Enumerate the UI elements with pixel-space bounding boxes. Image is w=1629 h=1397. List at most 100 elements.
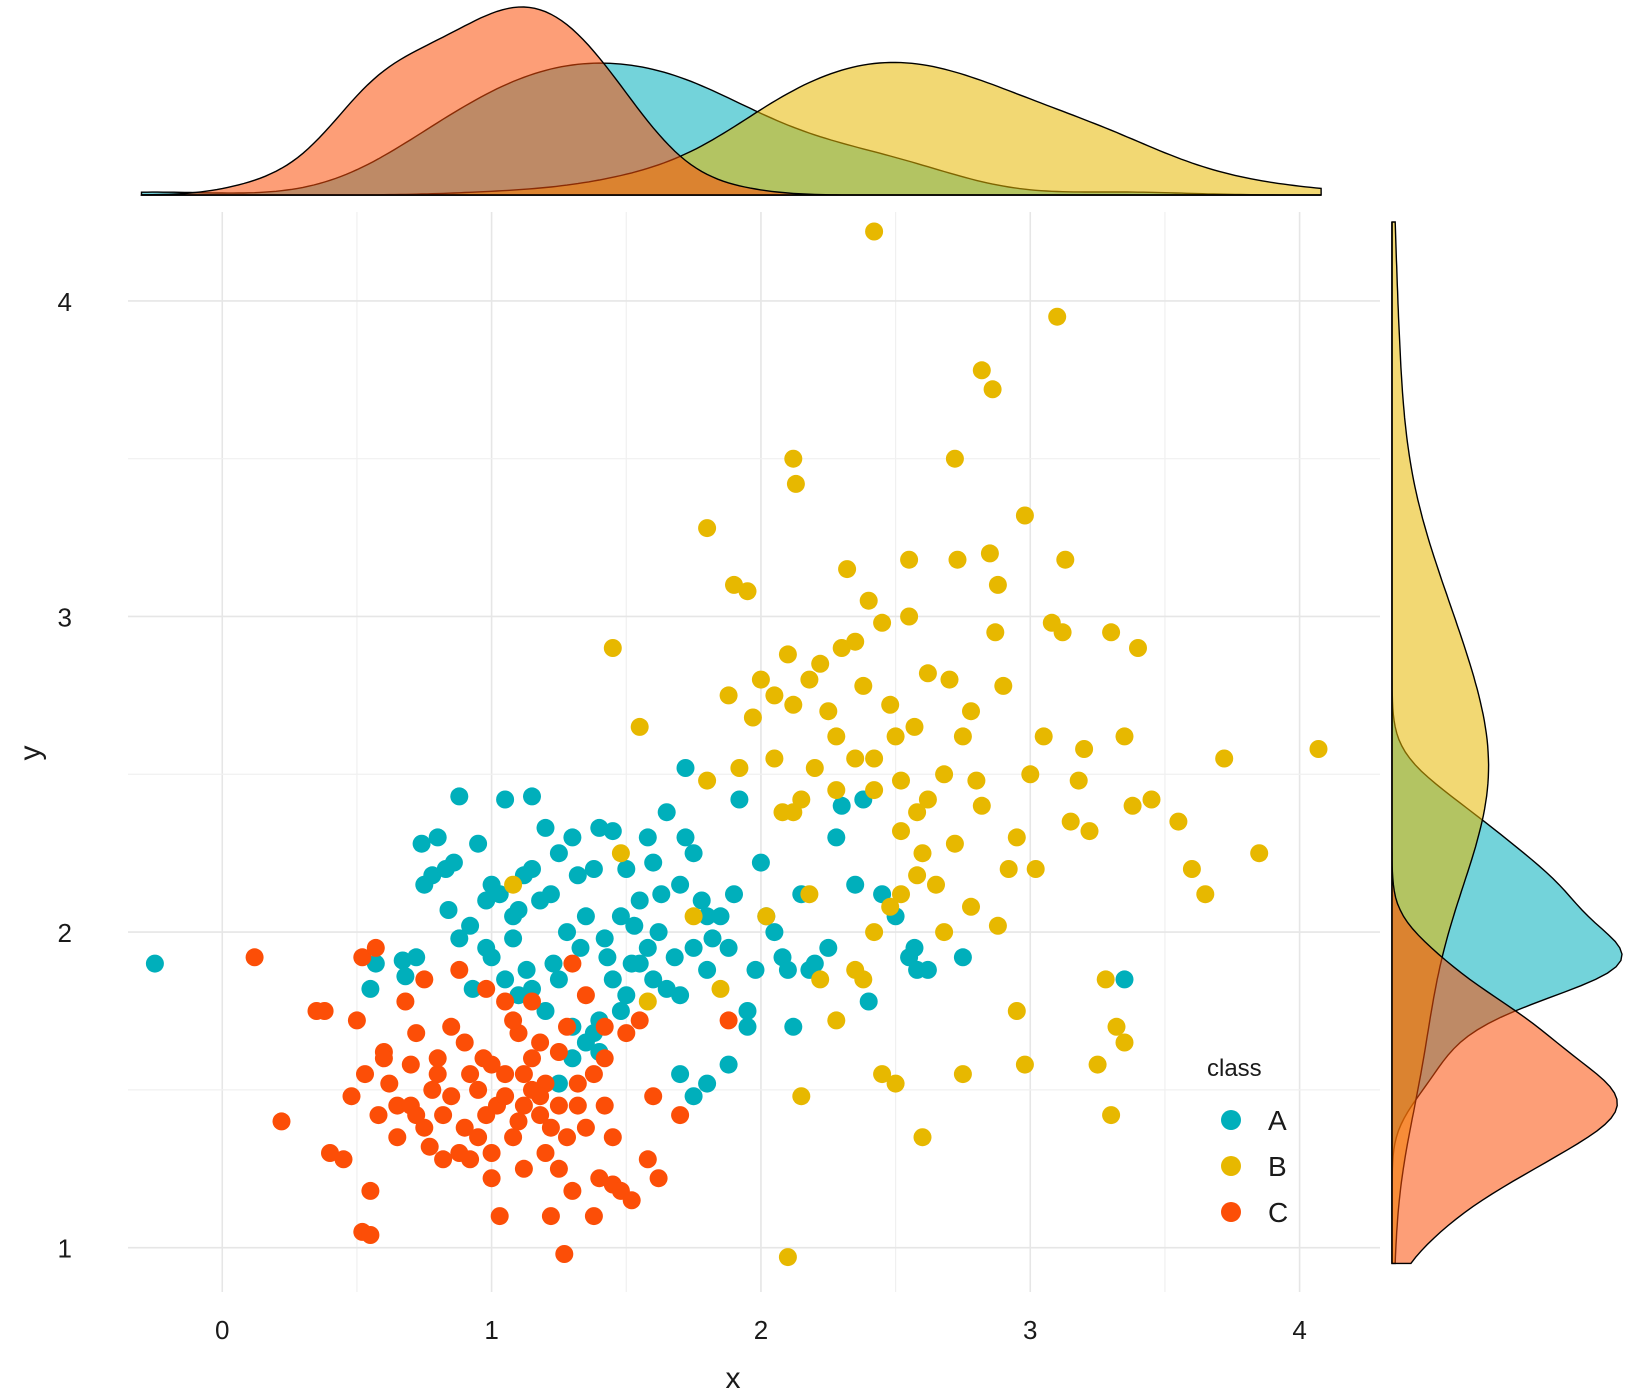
point-B (881, 695, 900, 714)
point-B (838, 560, 857, 579)
point-B (819, 702, 838, 721)
point-C (272, 1112, 291, 1131)
point-C (482, 1169, 501, 1188)
point-B (1069, 771, 1088, 790)
point-C (428, 1049, 447, 1068)
point-B (1080, 822, 1099, 841)
top-density-C (140, 6, 1322, 196)
y-axis-ticks: 1 2 3 4 (58, 287, 72, 1264)
point-A (517, 960, 536, 979)
point-A (738, 1002, 757, 1020)
legend-key-A (1221, 1110, 1241, 1130)
point-B (827, 727, 846, 746)
point-C (361, 1181, 380, 1200)
point-B (751, 670, 770, 689)
point-C (245, 948, 264, 967)
point-C (595, 1049, 614, 1068)
point-A (905, 938, 924, 957)
point-A (827, 828, 846, 847)
point-A (630, 954, 649, 973)
legend-title: class (1207, 1055, 1262, 1082)
point-A (549, 970, 568, 989)
point-C (576, 986, 595, 1005)
point-C (584, 1065, 603, 1084)
point-A (496, 970, 515, 989)
point-A (684, 1087, 703, 1106)
point-A (549, 844, 568, 863)
point-B (786, 474, 805, 493)
point-C (541, 1207, 560, 1226)
point-A (671, 1065, 690, 1084)
point-B (1102, 1106, 1121, 1125)
x-tick-label: 4 (1292, 1315, 1306, 1345)
point-C (407, 1106, 426, 1125)
point-B (719, 686, 738, 705)
point-C (603, 1128, 622, 1147)
point-B (757, 907, 776, 926)
point-A (439, 901, 458, 919)
point-C (366, 938, 385, 957)
legend-label-C: C (1268, 1197, 1288, 1228)
point-A (630, 891, 649, 910)
point-B (1021, 765, 1040, 784)
x-axis-title: x (726, 1362, 741, 1395)
point-B (1182, 860, 1201, 878)
point-B (854, 676, 873, 695)
point-C (671, 1106, 690, 1125)
point-C (549, 1159, 568, 1178)
point-B (738, 582, 757, 601)
point-B (698, 771, 717, 790)
right-marginal-density (1391, 221, 1623, 1265)
point-C (482, 1144, 501, 1162)
point-C (374, 1049, 393, 1068)
point-A (644, 853, 663, 872)
point-C (388, 1128, 407, 1147)
x-tick-label: 2 (754, 1315, 768, 1345)
point-A (541, 885, 560, 904)
point-C (315, 1002, 334, 1020)
point-C (380, 1074, 399, 1093)
point-B (1142, 790, 1161, 809)
point-B (811, 654, 830, 673)
point-A (477, 891, 496, 910)
point-C (415, 970, 434, 989)
point-B (945, 449, 964, 468)
point-B (940, 670, 959, 689)
point-C (649, 1169, 668, 1188)
point-A (784, 1017, 803, 1036)
point-B (918, 790, 937, 809)
point-A (676, 828, 695, 847)
point-B (743, 708, 762, 727)
point-C (584, 1207, 603, 1226)
point-A (692, 891, 711, 910)
legend-key-B (1221, 1156, 1241, 1176)
point-C (347, 1011, 366, 1030)
point-B (967, 771, 986, 790)
point-B (865, 923, 884, 942)
point-B (1075, 740, 1094, 758)
point-C (455, 1033, 474, 1052)
point-A (918, 960, 937, 979)
point-A (738, 1017, 757, 1036)
point-C (469, 1080, 488, 1099)
point-B (603, 639, 622, 657)
point-C (549, 1096, 568, 1115)
point-B (1215, 749, 1234, 768)
point-B (778, 1248, 797, 1267)
point-C (361, 1226, 380, 1244)
point-B (811, 970, 830, 989)
point-C (549, 1043, 568, 1061)
point-C (558, 1017, 576, 1036)
point-B (983, 380, 1002, 399)
point-B (865, 749, 884, 768)
point-A (361, 979, 380, 998)
point-B (972, 796, 991, 815)
point-C (531, 1106, 550, 1125)
point-C (622, 1191, 641, 1210)
point-B (945, 834, 964, 853)
point-A (366, 954, 385, 973)
point-B (854, 970, 873, 989)
point-B (638, 992, 657, 1011)
point-C (514, 1065, 533, 1084)
